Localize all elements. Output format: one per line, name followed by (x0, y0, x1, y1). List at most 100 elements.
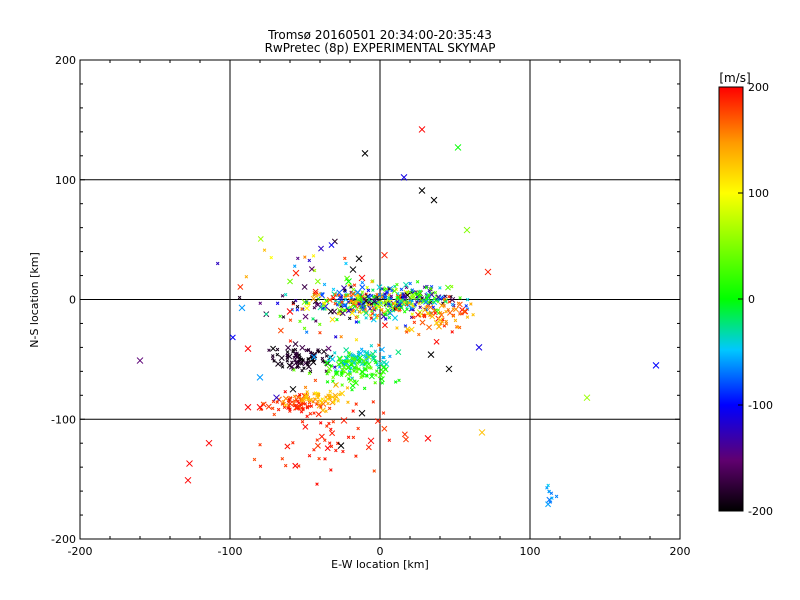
scatter-point (382, 355, 386, 360)
scatter-point (312, 411, 316, 415)
scatter-point (295, 308, 300, 312)
scatter-point (411, 304, 415, 308)
scatter-point (307, 400, 312, 405)
scatter-point (283, 389, 287, 394)
scatter-point (267, 348, 271, 353)
scatter-point-large (345, 278, 352, 285)
x-axis-label: E-W location [km] (331, 558, 429, 571)
scatter-point (458, 296, 462, 300)
scatter-point (305, 390, 309, 394)
scatter-point (324, 369, 329, 373)
scatter-point (308, 411, 313, 416)
scatter-point (396, 301, 403, 308)
scatter-point (439, 321, 443, 326)
scatter-point-large (361, 150, 369, 157)
scatter-point (447, 300, 452, 304)
y-tick-label: 200 (55, 54, 76, 67)
x-tick-label: -100 (218, 545, 243, 558)
scatter-point-large (286, 308, 294, 315)
x-tick-label: -200 (68, 545, 93, 558)
scatter-point (354, 289, 361, 296)
scatter-point (354, 454, 358, 458)
scatter-point (418, 313, 422, 318)
scatter-point (304, 300, 309, 305)
scatter-point (314, 278, 321, 285)
scatter-point-large (186, 460, 193, 467)
scatter-point (294, 397, 299, 402)
scatter-point (381, 411, 386, 415)
scatter-point (339, 390, 346, 397)
scatter-point (554, 494, 559, 499)
scatter-point (393, 380, 398, 384)
scatter-point (280, 362, 284, 366)
scatter-point (354, 402, 358, 406)
scatter-point (365, 285, 369, 290)
scatter-point (299, 344, 306, 351)
scatter-point (335, 361, 342, 368)
scatter-point (366, 288, 371, 293)
scatter-point (303, 385, 308, 390)
scatter-point (344, 275, 351, 282)
scatter-point (327, 308, 334, 315)
scatter-point (402, 309, 407, 314)
scatter-point (282, 395, 289, 402)
scatter-point (311, 254, 316, 258)
scatter-point-large (358, 274, 366, 282)
scatter-point (306, 363, 310, 367)
scatter-point (341, 449, 345, 454)
scatter-point (324, 360, 330, 367)
scatter-point (339, 371, 344, 375)
scatter-point (410, 288, 415, 292)
scatter-point (332, 392, 339, 399)
scatter-point (305, 404, 309, 409)
scatter-point (302, 423, 309, 430)
scatter-point (339, 295, 344, 299)
scatter-point (351, 287, 356, 292)
scatter-point (312, 288, 319, 295)
scatter-point (327, 395, 332, 400)
scatter-point (365, 444, 372, 451)
scatter-point (345, 386, 350, 390)
scatter-point (426, 324, 433, 331)
scatter-point (305, 360, 309, 365)
scatter-point (286, 353, 293, 360)
scatter-point (327, 441, 332, 445)
scatter-point (330, 294, 337, 301)
scatter-point (363, 362, 367, 366)
scatter-point-large (273, 394, 280, 402)
scatter-point (272, 412, 277, 417)
scatter-point (343, 256, 347, 261)
scatter-point (324, 409, 328, 413)
scatter-point (339, 334, 343, 339)
scatter-point (336, 399, 340, 403)
scatter-point (397, 298, 404, 305)
scatter-point (388, 354, 392, 359)
scatter-point (429, 287, 433, 292)
scatter-point (252, 457, 257, 462)
scatter-point (328, 355, 332, 359)
scatter-point (354, 301, 358, 305)
scatter-point (465, 297, 470, 302)
colorbar-tick-label: 0 (748, 293, 755, 306)
scatter-point (406, 290, 410, 295)
x-tick-label: 200 (670, 545, 691, 558)
scatter-point (287, 278, 293, 285)
scatter-point (276, 407, 281, 412)
scatter-point (315, 399, 320, 404)
scatter-point (327, 421, 331, 426)
scatter-point (301, 283, 308, 290)
scatter-point (271, 354, 275, 358)
scatter-point (307, 357, 311, 361)
y-axis-label: N-S location [km] (28, 252, 41, 348)
scatter-point (327, 406, 332, 411)
scatter-point (364, 367, 368, 371)
scatter-point (293, 347, 298, 352)
scatter-point (292, 462, 299, 469)
x-tick-label: 100 (520, 545, 541, 558)
scatter-point (328, 389, 333, 394)
scatter-point (381, 355, 385, 360)
scatter-point (391, 288, 398, 294)
scatter-point (386, 302, 391, 306)
scatter-point (381, 425, 388, 432)
scatter-point (310, 359, 317, 366)
